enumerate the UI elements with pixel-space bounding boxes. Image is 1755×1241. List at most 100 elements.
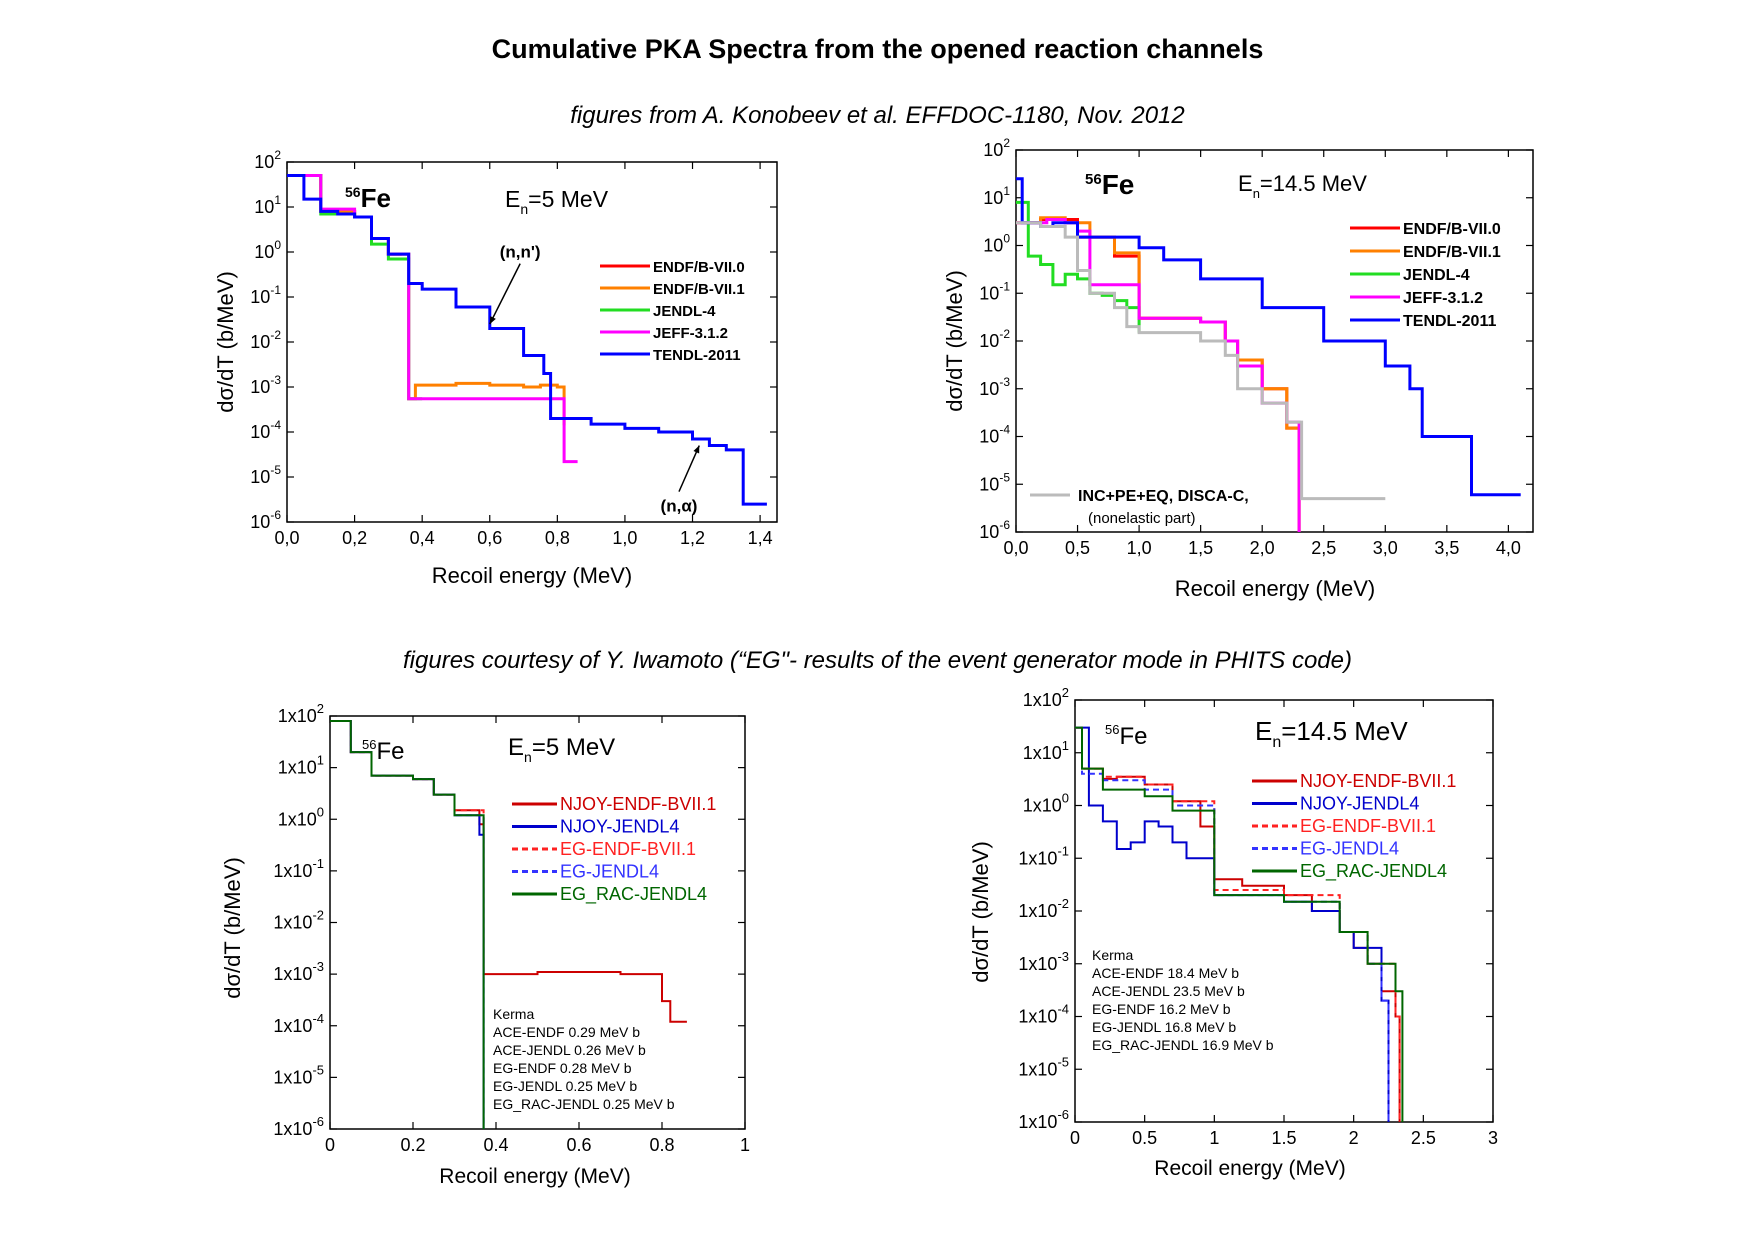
kerma-line: ACE-ENDF 0.29 MeV b xyxy=(493,1024,640,1040)
annotation-arrow xyxy=(678,445,700,492)
y-tick-label: 1x101 xyxy=(1023,738,1069,763)
kerma-title: Kerma xyxy=(493,1006,534,1022)
y-tick-label: 10-4 xyxy=(979,423,1010,447)
series-line-eg-rac-jendl4 xyxy=(330,720,485,1129)
legend-label: EG-JENDL4 xyxy=(560,862,659,882)
plot-frame xyxy=(1074,699,1494,1123)
kerma-line: EG_RAC-JENDL 0.25 MeV b xyxy=(493,1096,675,1112)
subtitle-bottom: figures courtesy of Y. Iwamoto (“EG"- re… xyxy=(403,647,1352,674)
y-tick-label: 1x101 xyxy=(278,753,324,778)
x-tick-label: 3,5 xyxy=(1434,538,1459,558)
y-tick-label: 100 xyxy=(254,238,281,262)
kerma-line: EG_RAC-JENDL 16.9 MeV b xyxy=(1092,1037,1274,1053)
legend-label: EG-JENDL4 xyxy=(1300,839,1399,859)
legend-label: ENDF/B-VII.1 xyxy=(1403,244,1501,261)
x-tick-label: 2,5 xyxy=(1311,538,1336,558)
x-axis-label: Recoil energy (MeV) xyxy=(1154,1157,1345,1180)
y-tick-label: 1x10-2 xyxy=(1018,896,1069,921)
x-tick-label: 0 xyxy=(325,1135,335,1155)
x-tick-label: 1,4 xyxy=(748,528,773,548)
y-tick-label: 1x10-1 xyxy=(1018,843,1069,868)
y-tick-label: 10-6 xyxy=(250,508,281,532)
x-tick-label: 0.8 xyxy=(649,1135,674,1155)
energy-label: En=5 MeV xyxy=(505,186,609,217)
y-tick-label: 1x10-1 xyxy=(273,856,324,881)
y-axis-label: dσ/dT (b/MeV) xyxy=(968,841,993,983)
y-tick-label: 1x10-4 xyxy=(1018,1002,1069,1027)
x-tick-label: 0.6 xyxy=(566,1135,591,1155)
x-tick-label: 1 xyxy=(1209,1128,1219,1148)
annotation-arrowhead xyxy=(489,316,496,325)
x-tick-label: 2.5 xyxy=(1411,1128,1436,1148)
y-tick-label: 10-4 xyxy=(250,418,281,442)
y-tick-label: 1x100 xyxy=(1023,791,1069,816)
x-tick-label: 1 xyxy=(740,1135,750,1155)
y-tick-label: 10-3 xyxy=(250,373,281,397)
kerma-title: Kerma xyxy=(1092,947,1133,963)
y-axis-label: dσ/dT (b/MeV) xyxy=(220,857,245,999)
legend-label: ENDF/B-VII.0 xyxy=(1403,221,1501,238)
legend-note: (nonelastic part) xyxy=(1088,510,1196,527)
legend-label: EG_RAC-JENDL4 xyxy=(560,884,707,905)
x-axis-label: Recoil energy (MeV) xyxy=(1175,576,1376,601)
subtitle-top: figures from A. Konobeev et al. EFFDOC-1… xyxy=(570,102,1185,129)
x-tick-label: 0,0 xyxy=(1003,538,1028,558)
x-tick-label: 0,0 xyxy=(274,528,299,548)
x-tick-label: 1,0 xyxy=(1127,538,1152,558)
energy-label: En=14.5 MeV xyxy=(1238,171,1367,201)
x-tick-label: 0,6 xyxy=(477,528,502,548)
y-tick-label: 10-2 xyxy=(979,327,1010,351)
kerma-line: EG-ENDF 0.28 MeV b xyxy=(493,1060,632,1076)
kerma-line: ACE-ENDF 18.4 MeV b xyxy=(1092,965,1239,981)
y-tick-label: 1x10-5 xyxy=(273,1062,324,1087)
annotation-arrow xyxy=(489,263,521,325)
y-tick-label: 1x10-5 xyxy=(1018,1054,1069,1079)
legend-label: NJOY-ENDF-BVII.1 xyxy=(560,794,716,814)
x-tick-label: 3 xyxy=(1488,1128,1498,1148)
x-tick-label: 1,5 xyxy=(1188,538,1213,558)
y-tick-label: 102 xyxy=(983,136,1010,160)
x-tick-label: 0,8 xyxy=(545,528,570,548)
kerma-line: EG-ENDF 16.2 MeV b xyxy=(1092,1001,1231,1017)
legend-label: JEFF-3.1.2 xyxy=(653,325,728,342)
legend-label: NJOY-JENDL4 xyxy=(1300,794,1419,814)
x-tick-label: 3,0 xyxy=(1373,538,1398,558)
x-axis-label: Recoil energy (MeV) xyxy=(439,1165,630,1188)
series-line-inc-pe-eq-disca-c- xyxy=(1016,221,1386,501)
series-line-jendl-4 xyxy=(1016,200,1141,333)
nucleus-label: 56Fe xyxy=(1085,169,1134,200)
x-tick-label: 0.4 xyxy=(483,1135,508,1155)
annotation-label: (n,n') xyxy=(500,243,541,262)
y-tick-label: 1x10-2 xyxy=(273,908,324,933)
y-tick-label: 10-2 xyxy=(250,328,281,352)
y-tick-label: 10-1 xyxy=(979,279,1010,303)
legend-label: NJOY-ENDF-BVII.1 xyxy=(1300,771,1456,791)
x-tick-label: 2 xyxy=(1349,1128,1359,1148)
x-tick-label: 0,5 xyxy=(1065,538,1090,558)
legend-label: JENDL-4 xyxy=(1403,267,1470,284)
x-tick-label: 0.2 xyxy=(400,1135,425,1155)
x-tick-label: 1.5 xyxy=(1271,1128,1296,1148)
legend-label: EG_RAC-JENDL4 xyxy=(1300,861,1447,882)
kerma-line: EG-JENDL 16.8 MeV b xyxy=(1092,1019,1236,1035)
y-tick-label: 10-3 xyxy=(979,375,1010,399)
y-tick-label: 10-5 xyxy=(979,470,1010,494)
nucleus-label: 56Fe xyxy=(1105,722,1147,750)
kerma-line: ACE-JENDL 23.5 MeV b xyxy=(1092,983,1245,999)
y-tick-label: 1x10-3 xyxy=(273,959,324,984)
legend-label: TENDL-2011 xyxy=(1403,313,1496,330)
legend-label: ENDF/B-VII.1 xyxy=(653,281,745,298)
kerma-line: ACE-JENDL 0.26 MeV b xyxy=(493,1042,646,1058)
legend-label: ENDF/B-VII.0 xyxy=(653,259,745,276)
legend-label: JEFF-3.1.2 xyxy=(1403,290,1483,307)
series-line-tendl-2011 xyxy=(287,174,767,506)
legend-label: JENDL-4 xyxy=(653,303,716,320)
y-tick-label: 101 xyxy=(983,184,1010,208)
x-tick-label: 1,2 xyxy=(680,528,705,548)
x-axis-label: Recoil energy (MeV) xyxy=(432,563,633,588)
annotation-arrowhead xyxy=(693,445,700,454)
y-tick-label: 100 xyxy=(983,232,1010,256)
